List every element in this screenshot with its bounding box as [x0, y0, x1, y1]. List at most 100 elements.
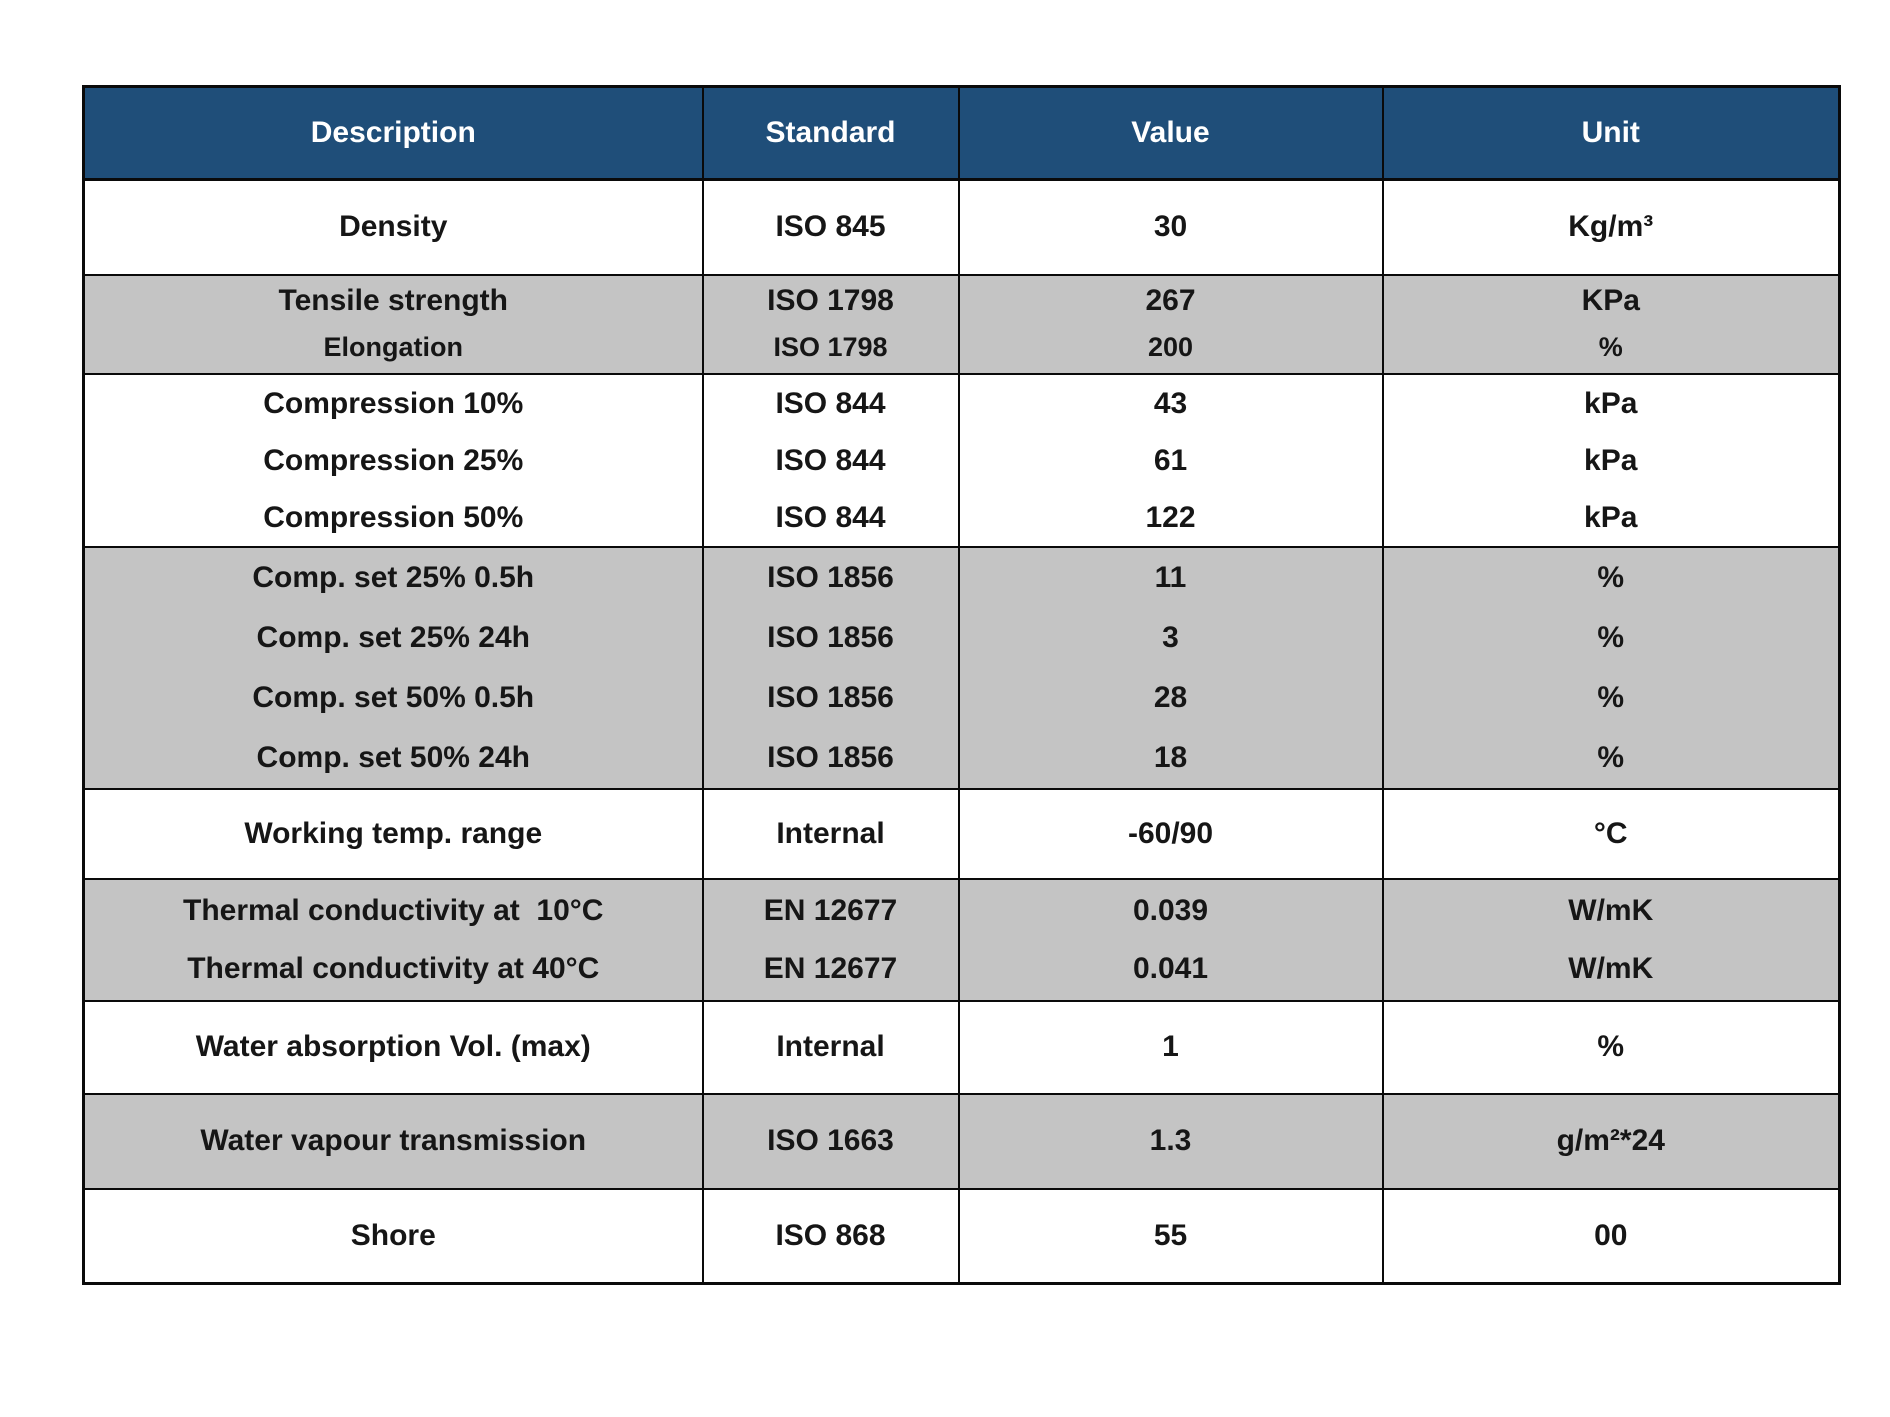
cell-line: %	[1597, 1030, 1625, 1063]
cell-line: ISO 1856	[767, 740, 894, 774]
cell-value: 1.3	[957, 1092, 1384, 1190]
cell-line: 3	[1162, 620, 1179, 654]
cell-unit: W/mK W/mK	[1381, 877, 1841, 1002]
cell-line: Kg/m³	[1568, 210, 1654, 244]
table-row-group: Working temp. range Internal -60/90 °C	[82, 787, 1841, 880]
cell-line: 1	[1162, 1030, 1179, 1063]
cell-line: 1.3	[1149, 1124, 1192, 1157]
column-header-unit: Unit	[1381, 85, 1841, 181]
cell-description: Comp. set 25% 0.5h Comp. set 25% 24h Comp.…	[82, 545, 704, 790]
column-header-value: Value	[957, 85, 1384, 181]
table-row-group: Thermal conductivity at 10°C Thermal cond…	[82, 877, 1841, 1002]
cell-description: Compression 10% Compression 25% Compressio…	[82, 372, 704, 548]
cell-unit: KPa%	[1381, 273, 1841, 375]
cell-description: Working temp. range	[82, 787, 704, 880]
cell-value: 43 61 122	[957, 372, 1384, 548]
cell-line: g/m²*24	[1556, 1124, 1665, 1157]
cell-line: 0.039	[1132, 893, 1209, 927]
table-row-group: Water absorption Vol. (max) Internal 1%	[82, 999, 1841, 1095]
cell-line: 0.041	[1132, 951, 1209, 985]
cell-line: Comp. set 50% 0.5h	[252, 680, 535, 714]
header-row: Description Standard Value Unit	[82, 85, 1841, 181]
cell-line: Thermal conductivity at 40°C	[187, 951, 600, 985]
cell-value: 11 3 28 18	[957, 545, 1384, 790]
cell-standard: ISO 845	[701, 178, 960, 276]
cell-line: 55	[1153, 1218, 1188, 1252]
cell-description: Tensile strength Elongation	[82, 273, 704, 375]
cell-description: Shore	[82, 1187, 704, 1285]
cell-line: 18	[1153, 740, 1188, 774]
cell-line: %	[1597, 620, 1625, 654]
cell-line: ISO 1798	[773, 332, 888, 362]
cell-line: ISO 1856	[767, 560, 894, 594]
cell-line: Compression 50%	[263, 500, 524, 534]
cell-line: Comp. set 50% 24h	[256, 740, 530, 774]
cell-line: Internal	[776, 816, 885, 850]
cell-unit: %	[1381, 999, 1841, 1095]
cell-line: Comp. set 25% 0.5h	[252, 560, 535, 594]
cell-line: Thermal conductivity at 10°C	[183, 893, 604, 927]
cell-line: ISO 1798	[767, 284, 894, 317]
cell-line: ISO 1663	[767, 1124, 894, 1157]
cell-description: Water vapour transmission	[82, 1092, 704, 1190]
cell-line: Water vapour transmission	[200, 1124, 587, 1157]
cell-value: 1	[957, 999, 1384, 1095]
cell-description: Thermal conductivity at 10°C Thermal cond…	[82, 877, 704, 1002]
cell-line: 28	[1153, 680, 1188, 714]
cell-value: 55	[957, 1187, 1384, 1285]
cell-line: KPa	[1581, 284, 1640, 317]
column-header-standard: Standard	[701, 85, 960, 181]
cell-line: EN 12677	[763, 893, 898, 927]
cell-standard: ISO 1663	[701, 1092, 960, 1190]
cell-line: Water absorption Vol. (max)	[195, 1030, 591, 1063]
cell-description: Density	[82, 178, 704, 276]
cell-unit: %%%%	[1381, 545, 1841, 790]
cell-standard: Internal	[701, 787, 960, 880]
cell-line: ISO 844	[775, 500, 886, 534]
cell-line: ISO 844	[775, 386, 886, 420]
cell-line: 200	[1147, 332, 1194, 362]
cell-line: Compression 10%	[263, 386, 524, 420]
cell-standard: Internal	[701, 999, 960, 1095]
material-properties-table: Description Standard Value Unit Density I…	[82, 85, 1841, 1285]
cell-line: kPa	[1584, 443, 1638, 477]
cell-unit: °C	[1381, 787, 1841, 880]
cell-line: EN 12677	[763, 951, 898, 985]
cell-unit: 00	[1381, 1187, 1841, 1285]
table-row-group: Water vapour transmission ISO 1663 1.3 g/m²…	[82, 1092, 1841, 1190]
cell-line: ISO 1856	[767, 620, 894, 654]
cell-line: 122	[1145, 500, 1196, 534]
cell-line: W/mK	[1568, 893, 1654, 927]
cell-standard: ISO 1798 ISO 1798	[701, 273, 960, 375]
cell-line: %	[1597, 560, 1625, 594]
cell-value: 0.039 0.041	[957, 877, 1384, 1002]
cell-line: °C	[1593, 816, 1628, 850]
cell-value: 30	[957, 178, 1384, 276]
table-row-group: Compression 10% Compression 25% Compressio…	[82, 372, 1841, 548]
cell-line: Shore	[350, 1218, 436, 1252]
cell-line: Internal	[776, 1030, 885, 1063]
cell-line: %	[1597, 740, 1625, 774]
cell-line: W/mK	[1568, 951, 1654, 985]
cell-line: %	[1598, 332, 1623, 362]
cell-line: ISO 868	[775, 1218, 886, 1252]
cell-unit: g/m²*24	[1381, 1092, 1841, 1190]
cell-line: Working temp. range	[244, 816, 543, 850]
cell-line: ISO 845	[775, 210, 886, 244]
cell-line: 30	[1153, 210, 1188, 244]
cell-line: kPa	[1584, 500, 1638, 534]
cell-line: Elongation	[323, 332, 463, 362]
cell-line: %	[1597, 680, 1625, 714]
column-header-description: Description	[82, 85, 704, 181]
table-row-group: Tensile strength Elongation ISO 1798 ISO 17…	[82, 273, 1841, 375]
cell-line: Comp. set 25% 24h	[256, 620, 530, 654]
cell-line: Tensile strength	[278, 284, 508, 317]
cell-value: -60/90	[957, 787, 1384, 880]
cell-standard: EN 12677 EN 12677	[701, 877, 960, 1002]
cell-value: 267 200	[957, 273, 1384, 375]
cell-line: ISO 844	[775, 443, 886, 477]
cell-description: Water absorption Vol. (max)	[82, 999, 704, 1095]
cell-standard: ISO 844 ISO 844 ISO 844	[701, 372, 960, 548]
cell-line: 61	[1153, 443, 1188, 477]
table-row-group: Density ISO 845 30 Kg/m³	[82, 178, 1841, 276]
